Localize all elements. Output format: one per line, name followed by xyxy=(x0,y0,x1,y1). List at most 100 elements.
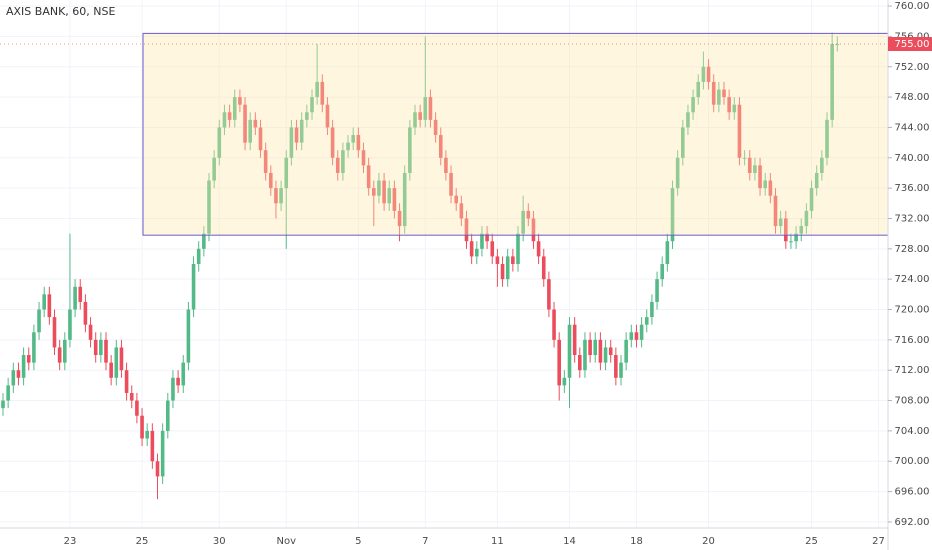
candle-body xyxy=(196,248,201,264)
candle-body xyxy=(701,66,706,82)
candle-body xyxy=(449,172,453,196)
candle-body xyxy=(37,309,41,333)
candle-body xyxy=(6,385,10,401)
x-tick-label: 11 xyxy=(491,536,504,547)
x-tick-label: 18 xyxy=(630,536,643,547)
y-tick-label: 752.00 xyxy=(895,62,930,73)
candle-body xyxy=(207,180,211,234)
candle-body xyxy=(361,150,366,166)
candle-body xyxy=(129,392,134,401)
candle-body xyxy=(696,81,701,98)
candle-body xyxy=(305,112,309,120)
y-tick-label: 712.00 xyxy=(895,365,930,376)
candle-body xyxy=(521,210,525,234)
candle-body xyxy=(299,119,304,143)
candle-body xyxy=(433,119,438,136)
candle-body xyxy=(26,355,31,363)
candle-body xyxy=(531,218,536,242)
x-tick-label: 25 xyxy=(136,536,149,547)
candle-body xyxy=(150,430,155,462)
candle-body xyxy=(614,355,618,378)
candle-body xyxy=(274,188,278,204)
candle-body xyxy=(485,233,489,242)
candle-body xyxy=(145,430,149,439)
candle-body xyxy=(639,324,644,340)
candle-body xyxy=(284,157,289,189)
candle-body xyxy=(578,355,582,371)
candle-body xyxy=(78,286,83,302)
candle-body xyxy=(768,180,773,196)
candle-body xyxy=(825,119,829,158)
candle-body xyxy=(335,157,340,173)
candle-body xyxy=(644,317,649,325)
candle-body xyxy=(135,400,139,416)
x-tick-label: 30 xyxy=(213,536,226,547)
y-tick-label: 740.00 xyxy=(895,153,930,164)
candle-body xyxy=(650,301,654,318)
candle-body xyxy=(1,400,5,409)
candle-body xyxy=(675,157,680,189)
candle-body xyxy=(691,97,695,113)
candle-body xyxy=(511,256,515,264)
candle-body xyxy=(372,188,376,196)
candle-body xyxy=(552,309,556,340)
candle-body xyxy=(814,172,819,189)
x-tick-label: 5 xyxy=(355,536,361,547)
x-tick-label: 14 xyxy=(563,536,576,547)
candle-body xyxy=(109,362,113,378)
candle-body xyxy=(778,218,783,227)
candle-body xyxy=(747,157,752,173)
candle-body xyxy=(263,150,268,173)
y-tick-label: 700.00 xyxy=(895,456,930,467)
candle-body xyxy=(63,339,67,363)
candle-body xyxy=(232,97,237,120)
candle-body xyxy=(758,165,762,189)
candle-body xyxy=(341,150,345,173)
candle-body xyxy=(773,195,778,227)
candle-body xyxy=(99,339,103,356)
candle-body xyxy=(243,104,247,143)
candle-body xyxy=(423,97,428,120)
candle-body xyxy=(124,370,129,393)
candle-body xyxy=(469,241,474,257)
candle-body xyxy=(73,286,77,310)
candle-body xyxy=(588,339,592,356)
candle-body xyxy=(428,97,433,120)
candle-body xyxy=(119,347,124,371)
candle-body xyxy=(505,256,510,280)
x-tick-label: 27 xyxy=(872,536,885,547)
candle-body xyxy=(402,172,407,227)
candle-body xyxy=(480,233,484,249)
candle-body xyxy=(547,279,551,310)
candle-body xyxy=(88,324,93,340)
candle-body xyxy=(660,264,664,280)
candle-body xyxy=(212,157,216,181)
candle-body xyxy=(727,97,731,113)
candle-body xyxy=(804,210,809,227)
candle-body xyxy=(166,400,170,431)
candle-body xyxy=(346,142,350,151)
candle-body xyxy=(459,203,464,219)
candle-body xyxy=(413,112,417,128)
candle-body xyxy=(269,172,273,189)
candle-body xyxy=(11,370,16,386)
y-tick-label: 708.00 xyxy=(895,396,930,407)
candle-body xyxy=(325,104,330,128)
candle-body xyxy=(464,218,469,242)
candle-body xyxy=(377,180,381,196)
overlay xyxy=(0,32,889,236)
candle-body xyxy=(629,332,634,340)
candle-body xyxy=(593,339,598,356)
candle-body xyxy=(809,188,814,211)
candle-body xyxy=(737,104,742,158)
candle-body xyxy=(830,44,834,120)
candle-body xyxy=(763,180,767,189)
candle-body xyxy=(140,415,144,439)
candle-body xyxy=(83,301,88,325)
x-tick-label: 25 xyxy=(805,536,818,547)
candle-body xyxy=(722,89,726,98)
y-tick-label: 732.00 xyxy=(895,213,930,224)
candle-body xyxy=(171,377,175,401)
